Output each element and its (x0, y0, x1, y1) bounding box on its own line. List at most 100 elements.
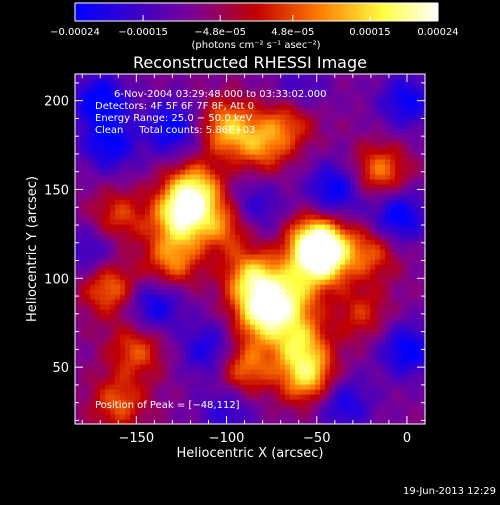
heatmap-cell (295, 389, 301, 395)
heatmap-cell (270, 254, 276, 260)
heatmap-cell (360, 314, 366, 320)
heatmap-cell (75, 209, 81, 215)
heatmap-cell (280, 364, 286, 370)
heatmap-cell (110, 339, 116, 345)
heatmap-cell (340, 109, 346, 115)
heatmap-cell (315, 369, 321, 375)
heatmap-cell (385, 319, 391, 325)
heatmap-cell (345, 354, 351, 360)
heatmap-cell (375, 339, 381, 345)
heatmap-cell (325, 184, 331, 190)
heatmap-cell (375, 379, 381, 385)
heatmap-cell (310, 279, 316, 285)
heatmap-cell (240, 194, 246, 200)
heatmap-cell (300, 199, 306, 205)
heatmap-cell (85, 364, 91, 370)
heatmap-cell (390, 74, 396, 80)
heatmap-cell (305, 264, 311, 270)
heatmap-cell (95, 154, 101, 160)
heatmap-cell (245, 254, 251, 260)
heatmap-cell (195, 184, 201, 190)
heatmap-cell (415, 389, 421, 395)
heatmap-cell (140, 389, 146, 395)
heatmap-cell (125, 79, 131, 85)
heatmap-cell (345, 344, 351, 350)
heatmap-cell (405, 364, 411, 370)
heatmap-cell (340, 339, 346, 345)
heatmap-cell (145, 184, 151, 190)
heatmap-cell (180, 229, 186, 235)
heatmap-cell (95, 229, 101, 235)
heatmap-cell (115, 314, 121, 320)
heatmap-cell (370, 409, 376, 415)
heatmap-cell (210, 299, 216, 305)
heatmap-cell (225, 344, 231, 350)
heatmap-cell (355, 349, 361, 355)
heatmap-cell (220, 189, 226, 195)
heatmap-cell (335, 104, 341, 110)
heatmap-cell (345, 124, 351, 130)
heatmap-cell (300, 109, 306, 115)
heatmap-cell (285, 134, 291, 140)
heatmap-cell (405, 114, 411, 120)
heatmap-cell (315, 394, 321, 400)
heatmap-cell (250, 229, 256, 235)
heatmap-cell (320, 214, 326, 220)
heatmap-cell (395, 329, 401, 335)
heatmap-cell (290, 239, 296, 245)
heatmap-cell (265, 364, 271, 370)
heatmap-cell (125, 389, 131, 395)
heatmap-cell (310, 309, 316, 315)
heatmap-cell (155, 284, 161, 290)
heatmap-cell (395, 309, 401, 315)
heatmap-cell (365, 114, 371, 120)
heatmap-cell (290, 104, 296, 110)
heatmap-cell (365, 259, 371, 265)
heatmap-cell (300, 114, 306, 120)
heatmap-cell (195, 154, 201, 160)
heatmap-cell (205, 179, 211, 185)
heatmap-cell (280, 384, 286, 390)
heatmap-cell (265, 359, 271, 365)
heatmap-cell (175, 414, 181, 420)
heatmap-cell (205, 264, 211, 270)
heatmap-cell (265, 284, 271, 290)
heatmap-cell (285, 254, 291, 260)
heatmap-cell (215, 369, 221, 375)
heatmap-cell (230, 139, 236, 145)
heatmap-cell (355, 249, 361, 255)
heatmap-cell (410, 389, 416, 395)
heatmap-cell (220, 324, 226, 330)
heatmap-cell (405, 279, 411, 285)
heatmap-cell (185, 269, 191, 275)
heatmap-cell (340, 224, 346, 230)
heatmap-cell (270, 324, 276, 330)
heatmap-cell (175, 249, 181, 255)
heatmap-cell (180, 414, 186, 420)
heatmap-cell (270, 204, 276, 210)
heatmap-cell (275, 129, 281, 135)
heatmap-cell (375, 109, 381, 115)
heatmap-cell (180, 154, 186, 160)
heatmap-cell (260, 219, 266, 225)
heatmap-cell (180, 144, 186, 150)
heatmap-cell (275, 389, 281, 395)
heatmap-cell (290, 329, 296, 335)
heatmap-cell (110, 344, 116, 350)
heatmap-cell (220, 199, 226, 205)
heatmap-cell (155, 169, 161, 175)
heatmap-cell (345, 264, 351, 270)
heatmap-cell (310, 224, 316, 230)
heatmap-cell (195, 384, 201, 390)
heatmap-cell (270, 194, 276, 200)
heatmap-cell (240, 309, 246, 315)
heatmap-cell (235, 359, 241, 365)
heatmap-cell (195, 414, 201, 420)
heatmap-cell (370, 164, 376, 170)
heatmap-cell (275, 414, 281, 420)
heatmap-cell (360, 289, 366, 295)
heatmap-cell (130, 249, 136, 255)
heatmap-cell (380, 409, 386, 415)
heatmap-cell (390, 189, 396, 195)
heatmap-cell (280, 179, 286, 185)
